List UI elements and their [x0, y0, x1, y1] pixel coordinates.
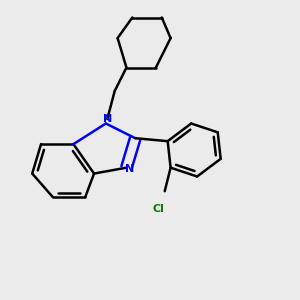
Text: Cl: Cl	[153, 204, 165, 214]
Text: N: N	[125, 164, 134, 174]
Text: N: N	[103, 114, 112, 124]
